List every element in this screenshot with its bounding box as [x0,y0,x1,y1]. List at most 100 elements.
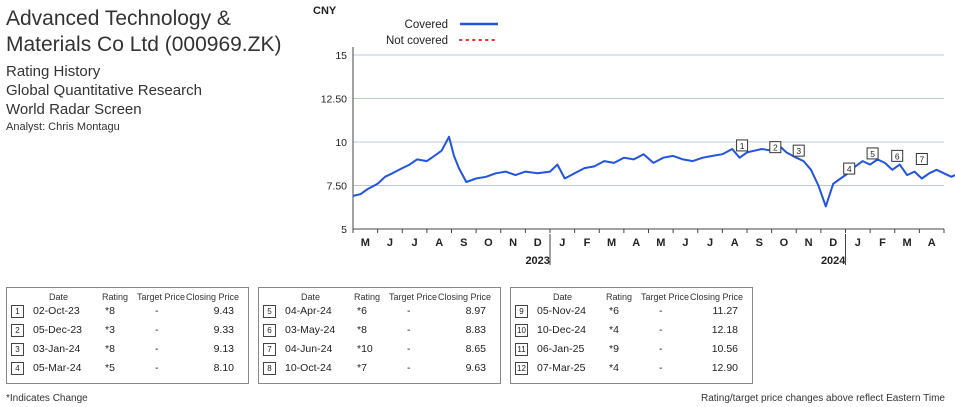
closing-price-cell: 8.83 [465,324,486,336]
y-axis-label: CNY [313,5,337,17]
x-tick-label: M [656,237,665,249]
rating-marker-label: 7 [919,154,924,164]
report-subtitle: Rating History Global Quantitative Resea… [6,62,202,135]
target-price-cell: - [407,362,411,374]
x-tick-label: J [387,237,393,249]
marker-number: 2 [11,324,24,337]
table-row: 10 10-Dec-24 *4 - 12.18 [511,322,752,340]
y-tick-label: 5 [341,224,347,236]
x-tick-label: J [559,237,565,249]
rating-cell: *3 [105,324,115,336]
rating-cell: *10 [357,343,373,355]
x-tick-label: J [412,237,418,249]
table-row: 2 05-Dec-23 *3 - 9.33 [7,322,248,340]
table-header: Target Price [137,292,186,302]
closing-price-cell: 12.90 [711,362,738,374]
date-cell: 04-Jun-24 [285,343,333,355]
closing-price-cell: 12.18 [711,324,738,336]
table-header: Closing Price [438,292,492,302]
x-tick-label: J [682,237,688,249]
closing-price-cell: 8.10 [213,362,234,374]
rating-cell: *6 [357,305,367,317]
marker-number: 11 [515,343,528,356]
footnote-time: Rating/target price changes above reflec… [700,393,945,404]
table-row: 4 05-Mar-24 *5 - 8.10 [7,360,248,378]
table-row: 9 05-Nov-24 *6 - 11.27 [511,303,752,321]
rating-marker [866,147,879,160]
y-tick-label: 15 [335,50,347,62]
y-tick-label: 10 [335,137,347,149]
x-tick-label: S [460,237,467,249]
legend-label: Not covered [386,35,448,47]
x-tick-label: D [534,237,542,249]
table-header: Closing Price [186,292,240,302]
x-tick-label: O [780,237,789,249]
x-tick-label: F [584,237,591,249]
date-cell: 05-Nov-24 [537,305,587,317]
x-tick-label: N [509,237,517,249]
date-cell: 06-Jan-25 [537,343,585,355]
x-tick-label: S [756,237,763,249]
rating-table: Date Rating Target Price Closing Price 5 04-A… [258,287,501,384]
year-label: 2024 [821,255,846,267]
rating-cell: *8 [105,305,115,317]
rating-marker-label: 6 [895,151,900,161]
rating-cell: *8 [105,343,115,355]
target-price-cell: - [407,343,411,355]
date-cell: 03-May-24 [285,324,336,336]
x-tick-label: A [928,237,936,249]
closing-price-cell: 8.65 [465,343,486,355]
table-row: 12 07-Mar-25 *4 - 12.90 [511,360,752,378]
closing-price-cell: 9.63 [465,362,486,374]
table-row: 8 10-Oct-24 *7 - 9.63 [259,360,500,378]
date-cell: 02-Oct-23 [33,305,80,317]
rating-cell: *9 [609,343,619,355]
target-price-cell: - [659,305,663,317]
closing-price-cell: 9.33 [213,324,234,336]
y-tick-label: 12.50 [321,94,347,106]
target-price-cell: - [155,362,159,374]
date-cell: 05-Mar-24 [33,362,82,374]
table-row: 6 03-May-24 *8 - 8.83 [259,322,500,340]
rating-marker-label: 1 [740,141,745,151]
subtitle-line-3: World Radar Screen [6,101,142,118]
closing-price-cell: 9.13 [213,343,234,355]
table-header: Date [301,292,321,302]
x-tick-label: M [361,237,370,249]
marker-number: 12 [515,362,528,375]
x-tick-label: M [607,237,616,249]
rating-marker [891,149,904,162]
x-tick-label: A [435,237,443,249]
rating-cell: *7 [357,362,367,374]
rating-cell: *5 [105,362,115,374]
rating-marker [915,152,928,165]
rating-marker-label: 4 [847,164,852,174]
marker-number: 3 [11,343,24,356]
marker-number: 9 [515,305,528,318]
date-cell: 05-Dec-23 [33,324,83,336]
closing-price-cell: 11.27 [712,305,739,317]
marker-number: 1 [11,305,24,318]
table-row: 5 04-Apr-24 *6 - 8.97 [259,303,500,321]
rating-marker [769,141,782,154]
table-header: Date [49,292,69,302]
table-row: 11 06-Jan-25 *9 - 10.56 [511,341,752,359]
marker-number: 5 [263,305,276,318]
date-cell: 07-Mar-25 [537,362,586,374]
rating-cell: *8 [357,324,367,336]
x-tick-label: M [902,237,911,249]
date-cell: 03-Jan-24 [33,343,81,355]
table-header: Closing Price [690,292,744,302]
marker-number: 7 [263,343,276,356]
x-tick-label: N [805,237,813,249]
rating-marker-label: 2 [773,143,778,153]
rating-cell: *4 [609,324,619,336]
year-label: 2023 [525,255,549,267]
closing-price-cell: 9.43 [213,305,234,317]
subtitle-line-2: Global Quantitative Research [6,82,202,99]
target-price-cell: - [659,343,663,355]
table-header: Target Price [641,292,690,302]
table-header: Rating [354,292,381,302]
y-tick-label: 7.50 [327,181,348,193]
marker-number: 6 [263,324,276,337]
